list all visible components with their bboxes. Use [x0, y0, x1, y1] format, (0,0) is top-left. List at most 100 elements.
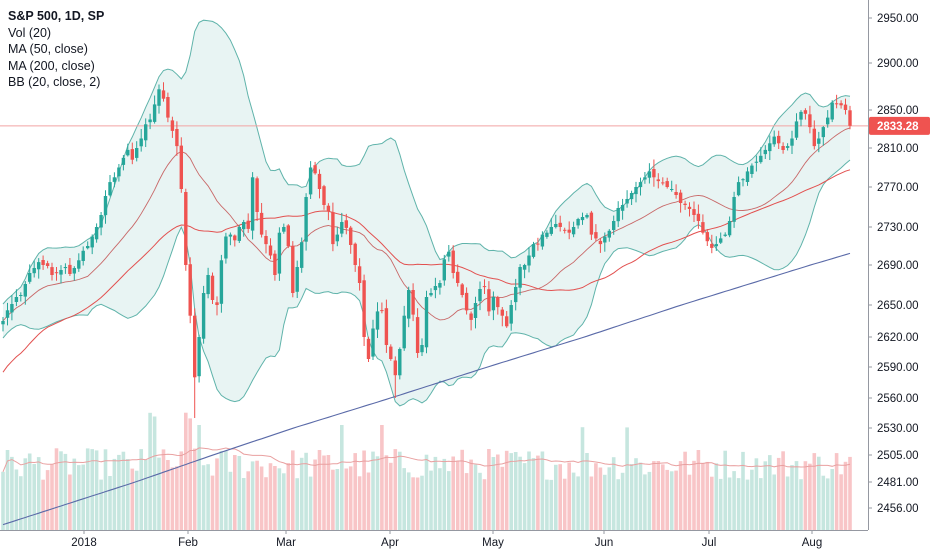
volume-bar [36, 457, 41, 530]
volume-bar [656, 461, 661, 530]
price-axis-label: 2620.00 [877, 332, 919, 344]
volume-bar [362, 450, 366, 530]
volume-bar [54, 448, 59, 530]
volume-bar [714, 463, 719, 530]
volume-bar [611, 457, 616, 530]
volume-bar [233, 455, 237, 530]
volume-bar [750, 469, 754, 530]
candle-body [518, 267, 522, 288]
volume-bar [375, 456, 380, 530]
candle-body [620, 205, 625, 211]
candle-body [344, 220, 348, 228]
candle-body [491, 297, 496, 311]
volume-bar [1, 471, 5, 530]
volume-bar [139, 449, 143, 530]
candle-body [433, 286, 438, 291]
volume-bar [326, 455, 331, 530]
volume-bar [291, 450, 295, 530]
price-axis-label: 2900.00 [877, 58, 919, 70]
candle-body [90, 236, 94, 248]
candle-body [719, 238, 723, 243]
volume-bar [768, 455, 772, 530]
volume-bar [843, 461, 848, 530]
candle-body [500, 309, 504, 316]
volume-bar [81, 464, 85, 530]
volume-bar [763, 461, 768, 530]
volume-bar [23, 458, 28, 530]
volume-bar [812, 453, 817, 530]
candle-body [839, 103, 843, 106]
candle-body [179, 145, 183, 189]
candle-body [366, 338, 371, 359]
candle-body [451, 250, 455, 273]
candle-body [28, 273, 32, 282]
candle-body [139, 138, 143, 147]
volume-ma-line [2, 447, 851, 472]
candle-body [237, 227, 241, 241]
candle-body [317, 173, 322, 189]
volume-bar [255, 460, 259, 530]
volume-bar [554, 464, 558, 530]
bollinger-upper-line [2, 19, 851, 305]
candle-body [540, 234, 545, 247]
volume-bar [366, 472, 371, 530]
candle-body [509, 305, 513, 324]
volume-bar [344, 468, 349, 530]
legend-study-bollinger[interactable]: BB (20, close, 2) [8, 75, 101, 89]
volume-bar [634, 458, 638, 530]
price-axis-label: 2850.00 [877, 105, 919, 117]
volume-bar [121, 451, 126, 530]
volume-bar [192, 448, 197, 530]
volume-bar [732, 471, 736, 530]
candle-body [135, 148, 139, 158]
volume-bar [241, 478, 246, 530]
volume-bar [402, 468, 406, 530]
volume-bar [669, 471, 674, 530]
volume-bar [678, 461, 683, 530]
candle-body [353, 243, 357, 265]
volume-bar [268, 463, 273, 530]
candle-body [741, 179, 745, 181]
volume-bar [19, 476, 23, 530]
volume-bar [63, 453, 68, 530]
candle-body [268, 245, 273, 256]
volume-bar [794, 461, 799, 530]
candle-body [696, 213, 701, 221]
candle-body [393, 360, 397, 376]
volume-bar [799, 479, 803, 530]
candle-body [549, 227, 553, 234]
candle-body [563, 229, 567, 231]
candle-body [438, 283, 442, 288]
volume-bar [103, 449, 108, 530]
candle-body [777, 135, 781, 144]
volume-bar [522, 463, 527, 530]
volume-bar [736, 478, 741, 530]
candle-body [652, 169, 656, 178]
legend-symbol[interactable]: S&P 500, 1D, SP [8, 9, 105, 23]
volume-bar [491, 457, 496, 530]
candle-body [781, 146, 785, 150]
volume-bar [277, 468, 282, 530]
candle-body [170, 120, 175, 131]
candle-body [580, 217, 585, 221]
volume-bar [264, 477, 268, 530]
volume-bar [781, 451, 785, 530]
legend-study-ma200[interactable]: MA (200, close) [8, 58, 95, 73]
candle-body [233, 235, 237, 241]
volume-bar [723, 450, 727, 530]
candle-body [736, 182, 741, 196]
candle-body [255, 178, 259, 212]
volume-bar [683, 451, 687, 530]
legend-study-ma50[interactable]: MA (50, close) [8, 42, 88, 56]
candle-body [126, 149, 130, 156]
volume-bar [206, 464, 210, 530]
volume-bar [487, 449, 491, 530]
candle-body [50, 267, 54, 275]
volume-bar [607, 467, 612, 530]
legend-study-volume[interactable]: Vol (20) [8, 25, 52, 40]
candle-body [1, 321, 5, 325]
volume-bar [210, 475, 215, 530]
candle-body [571, 227, 576, 235]
